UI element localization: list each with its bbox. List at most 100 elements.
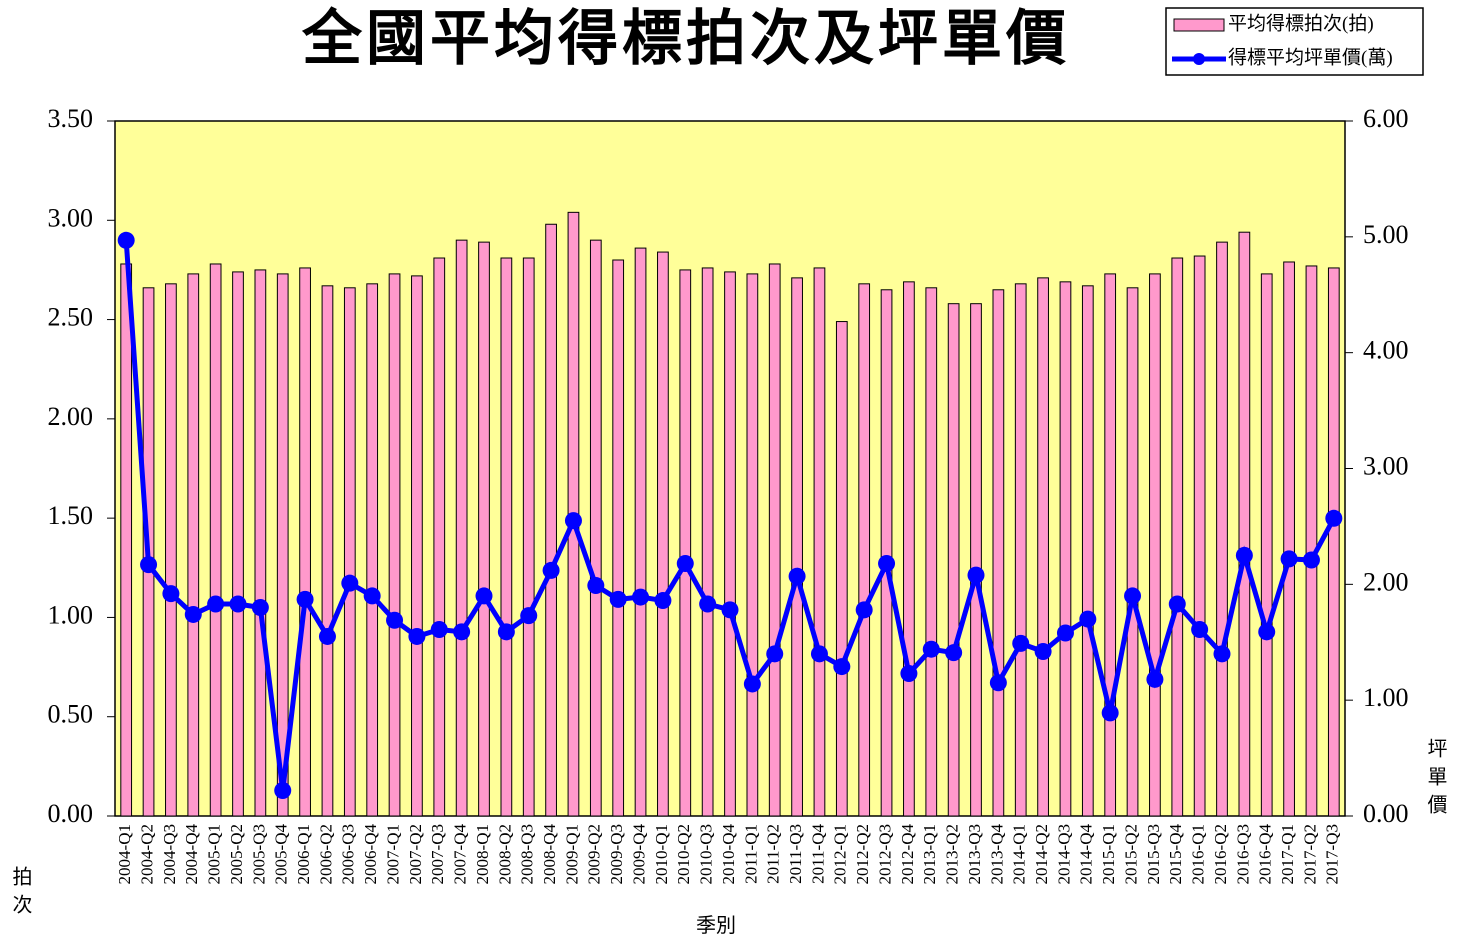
- bar: [1305, 265, 1318, 817]
- point: [1191, 621, 1209, 639]
- bar: [1171, 257, 1184, 817]
- point: [833, 658, 851, 676]
- x-tick-label: 2012-Q4: [898, 824, 917, 885]
- point: [386, 611, 404, 629]
- point: [945, 644, 963, 662]
- point: [766, 645, 784, 663]
- point: [1280, 550, 1298, 568]
- bar: [299, 267, 311, 817]
- x-tick-label: 2010-Q2: [674, 824, 693, 884]
- y-tick-label: 2.00: [48, 402, 94, 431]
- bar: [1037, 277, 1049, 817]
- bar: [411, 275, 423, 817]
- point: [699, 595, 717, 613]
- bar: [1081, 285, 1094, 817]
- point: [721, 601, 739, 619]
- point: [743, 675, 761, 693]
- point: [900, 665, 918, 683]
- point: [229, 595, 247, 613]
- y2-tick-label: 0.00: [1363, 799, 1409, 828]
- x-tick-label: 2013-Q1: [920, 824, 939, 884]
- point: [810, 645, 828, 663]
- x-tick-label: 2010-Q3: [697, 824, 716, 884]
- point: [542, 561, 560, 579]
- x-tick-label: 2011-Q3: [786, 824, 805, 884]
- y-tick-label: 3.00: [48, 203, 94, 232]
- x-tick-label: 2014-Q4: [1077, 824, 1096, 885]
- point: [1124, 587, 1142, 605]
- point: [251, 599, 269, 616]
- bar: [478, 241, 490, 817]
- legend-swatch: [1173, 18, 1225, 32]
- point: [967, 566, 985, 584]
- point: [363, 587, 381, 605]
- bar: [724, 271, 736, 817]
- x-tick-label: 2012-Q2: [853, 824, 872, 884]
- y2-axis-title: 坪單價: [1424, 738, 1447, 822]
- x-tick-label: 2004-Q1: [115, 824, 134, 884]
- bar: [925, 287, 938, 817]
- bar: [522, 257, 535, 817]
- point: [162, 585, 180, 603]
- point: [1056, 624, 1074, 642]
- x-tick-label: 2013-Q2: [943, 824, 962, 884]
- bar: [1327, 267, 1340, 817]
- x-tick-label: 2011-Q1: [741, 824, 760, 884]
- bar: [612, 259, 625, 817]
- x-tick-label: 2015-Q1: [1099, 824, 1118, 884]
- x-tick-label: 2009-Q2: [585, 824, 604, 884]
- point: [318, 627, 336, 645]
- x-tick-label: 2014-Q2: [1032, 824, 1051, 884]
- x-tick-label: 2005-Q1: [205, 824, 224, 884]
- bar: [276, 273, 289, 817]
- point: [453, 623, 471, 641]
- bar: [1014, 283, 1027, 817]
- x-tick-label: 2009-Q1: [562, 824, 581, 884]
- x-tick-label: 2007-Q1: [383, 824, 402, 884]
- y2-tick-label: 6.00: [1363, 104, 1409, 133]
- legend-swatch: [1193, 53, 1205, 65]
- x-tick-label: 2015-Q2: [1121, 824, 1140, 884]
- bar: [746, 273, 759, 817]
- point: [1213, 645, 1231, 663]
- x-tick-label: 2008-Q3: [518, 824, 537, 884]
- point: [520, 607, 538, 625]
- x-tick-label: 2004-Q3: [160, 824, 179, 884]
- x-tick-label: 2009-Q3: [607, 824, 626, 884]
- bar: [589, 239, 602, 817]
- x-tick-label: 2014-Q1: [1010, 824, 1029, 884]
- chart-title: 全國平均得標拍次及坪單價: [301, 6, 1070, 72]
- bar: [791, 277, 803, 817]
- x-tick-label: 2004-Q4: [182, 824, 201, 885]
- point: [1302, 551, 1320, 569]
- bar: [1283, 261, 1295, 817]
- x-tick-label: 2016-Q3: [1233, 824, 1252, 884]
- point: [140, 556, 158, 574]
- point: [497, 623, 515, 641]
- point: [788, 567, 806, 585]
- point: [654, 592, 672, 610]
- point: [184, 605, 202, 623]
- bar: [657, 251, 669, 817]
- point: [1034, 643, 1052, 661]
- x-tick-label: 2012-Q1: [831, 824, 850, 884]
- bar: [947, 303, 960, 817]
- point: [296, 590, 314, 608]
- point: [430, 621, 448, 639]
- bar: [1059, 281, 1072, 817]
- point: [1101, 704, 1119, 722]
- bar: [1216, 241, 1228, 817]
- bar: [455, 239, 468, 817]
- x-tick-label: 2006-Q4: [361, 824, 380, 885]
- point: [1258, 623, 1276, 641]
- y-tick-label: 1.00: [48, 600, 94, 629]
- point: [1079, 610, 1097, 628]
- y2-tick-label: 5.00: [1363, 220, 1409, 249]
- bar: [1126, 287, 1139, 817]
- bar: [120, 263, 133, 817]
- bar: [701, 267, 714, 817]
- y-tick-label: 0.50: [48, 700, 94, 729]
- bar: [366, 283, 379, 817]
- point: [878, 554, 896, 572]
- x-tick-label: 2016-Q1: [1189, 824, 1208, 884]
